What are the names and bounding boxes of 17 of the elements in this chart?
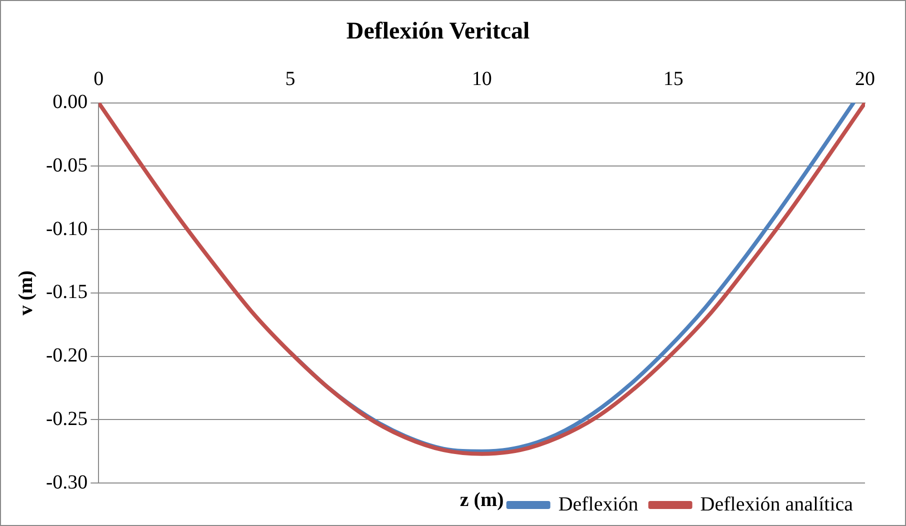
y-tick-label: -0.15 [46,281,88,304]
x-tick-label: 0 [94,68,104,90]
x-tick-label: 10 [472,68,492,90]
legend-label: Deflexión analítica [700,493,854,516]
legend-label: Deflexión [558,493,638,516]
y-tick-label: -0.30 [46,471,88,494]
x-tick-label: 20 [855,68,875,90]
x-tick-label: 15 [663,68,684,90]
chart-title: Deflexión Veritcal [346,18,530,45]
y-tick-label: -0.05 [46,154,88,176]
y-tick-label: -0.25 [46,408,88,430]
y-axis-title: v (m) [15,270,38,316]
y-tick-label: -0.10 [46,218,88,240]
y-tick-label: 0.00 [52,91,88,114]
y-tick-label: -0.20 [46,344,88,367]
x-axis-title: z (m) [460,489,504,512]
x-tick-label: 5 [285,68,296,90]
